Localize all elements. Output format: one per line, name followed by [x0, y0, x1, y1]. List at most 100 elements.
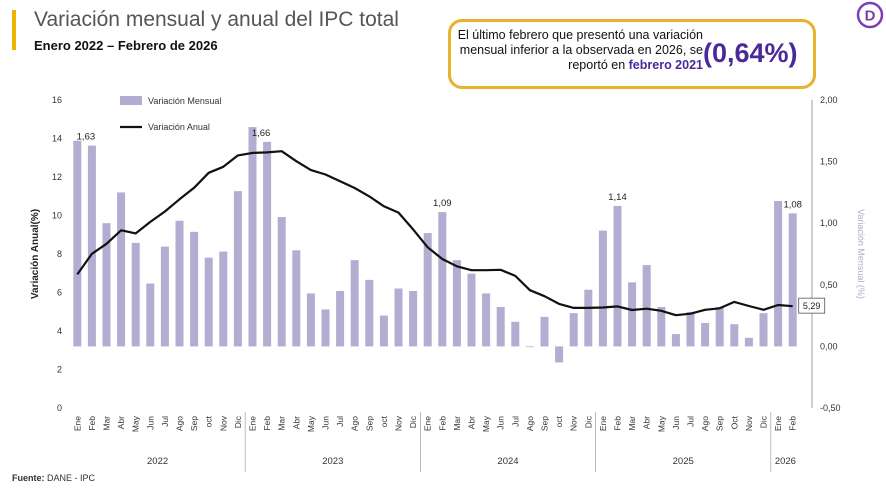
- x-tick-label: Ene: [773, 416, 783, 431]
- monthly-bar: [701, 322, 710, 347]
- monthly-bar: [511, 321, 520, 347]
- monthly-bar: [438, 212, 447, 347]
- monthly-bar: [365, 279, 374, 347]
- monthly-bar: [321, 309, 330, 347]
- monthly-bar: [482, 293, 491, 347]
- logo-letter: D: [865, 8, 876, 25]
- x-year-label: 2026: [775, 456, 796, 467]
- x-tick-label: Ene: [248, 416, 258, 431]
- y-left-tick-label: 16: [52, 95, 62, 105]
- y-left-tick-label: 4: [57, 326, 62, 336]
- monthly-bar: [467, 273, 476, 347]
- chart-title: Variación mensual y anual del IPC total: [34, 8, 399, 31]
- y-left-tick-label: 0: [57, 403, 62, 413]
- monthly-bar: [87, 145, 96, 347]
- monthly-bar: [190, 231, 199, 347]
- x-tick-label: Ago: [525, 416, 535, 431]
- x-tick-label: May: [656, 415, 666, 432]
- monthly-bar: [686, 311, 695, 347]
- monthly-bar: [613, 205, 622, 347]
- y-left-tick-label: 6: [57, 288, 62, 298]
- x-tick-label: Feb: [788, 416, 798, 431]
- callout-text-body: El último febrero que presentó una varia…: [457, 28, 703, 72]
- monthly-bar: [759, 313, 768, 347]
- x-tick-label: Oct: [729, 415, 739, 429]
- x-tick-label: Jul: [686, 416, 696, 427]
- x-tick-label: Feb: [613, 416, 623, 431]
- y-right-tick-label: -0,50: [820, 403, 841, 413]
- legend-label-annual: Variación Anual: [148, 122, 210, 132]
- monthly-bar: [642, 265, 651, 347]
- x-tick-label: Jun: [145, 416, 155, 430]
- monthly-bar: [379, 315, 388, 347]
- monthly-bar: [598, 230, 607, 347]
- monthly-bar: [452, 260, 461, 347]
- x-tick-label: Abr: [116, 416, 126, 429]
- monthly-bar: [73, 140, 82, 347]
- monthly-bar: [160, 246, 169, 347]
- monthly-bar: [131, 242, 140, 347]
- annual-last-label: 5,29: [803, 301, 821, 311]
- x-tick-label: Sep: [189, 416, 199, 431]
- source-text: DANE - IPC: [47, 473, 96, 483]
- bar-data-label: 1,09: [433, 198, 452, 209]
- x-tick-label: oct: [379, 415, 389, 427]
- monthly-bar: [525, 346, 534, 348]
- monthly-bar: [584, 289, 593, 347]
- x-tick-label: oct: [204, 415, 214, 427]
- monthly-bar: [306, 293, 315, 347]
- annual-last-label-box: [798, 297, 826, 314]
- monthly-bar: [350, 260, 359, 347]
- monthly-bar: [263, 141, 272, 347]
- x-tick-label: May: [306, 415, 316, 432]
- monthly-bar: [146, 283, 155, 347]
- x-tick-label: Ago: [175, 416, 185, 431]
- bar-data-label: 1,63: [77, 132, 96, 143]
- x-tick-label: Abr: [642, 416, 652, 429]
- monthly-bar: [715, 306, 724, 347]
- x-tick-label: Jul: [160, 416, 170, 427]
- monthly-bar: [744, 337, 753, 347]
- x-tick-label: Jun: [496, 416, 506, 430]
- x-tick-label: Jun: [321, 416, 331, 430]
- y-left-tick-label: 10: [52, 211, 62, 221]
- monthly-bar: [102, 223, 111, 347]
- y-left-tick-label: 12: [52, 172, 62, 182]
- monthly-bar: [394, 288, 403, 347]
- callout-highlight: febrero 2021: [628, 58, 703, 72]
- monthly-bar: [175, 220, 184, 347]
- monthly-bar: [248, 127, 257, 347]
- bar-data-label: 1,66: [252, 128, 271, 139]
- monthly-bar: [204, 257, 213, 347]
- x-year-label: 2023: [322, 456, 343, 467]
- chart-subtitle: Enero 2022 – Febrero de 2026: [34, 38, 218, 53]
- x-tick-label: Mar: [102, 416, 112, 431]
- callout-text: El último febrero que presentó una varia…: [457, 28, 703, 73]
- monthly-bar: [423, 233, 432, 347]
- callout-value: (0,64%): [703, 38, 798, 68]
- x-tick-label: Abr: [467, 416, 477, 429]
- x-tick-label: Sep: [364, 416, 374, 431]
- x-tick-label: Dic: [233, 415, 243, 428]
- x-tick-label: Jul: [335, 416, 345, 427]
- y-right-tick-label: 1,50: [820, 157, 838, 167]
- x-tick-label: Mar: [277, 416, 287, 431]
- monthly-bar: [336, 290, 345, 347]
- y-right-tick-label: 2,00: [820, 95, 838, 105]
- monthly-bar: [277, 217, 286, 347]
- x-tick-label: Nov: [744, 415, 754, 431]
- monthly-bar: [657, 306, 666, 347]
- monthly-bar: [774, 201, 783, 347]
- x-tick-label: Mar: [627, 416, 637, 431]
- x-tick-label: Nov: [569, 415, 579, 431]
- y-right-tick-label: 0,50: [820, 280, 838, 290]
- monthly-bar: [496, 306, 505, 347]
- x-tick-label: Feb: [87, 416, 97, 431]
- y-right-tick-label: 1,00: [820, 218, 838, 228]
- x-tick-label: Nov: [394, 415, 404, 431]
- dane-logo-icon: D: [856, 1, 884, 29]
- bar-data-label: 1,14: [608, 192, 627, 203]
- x-tick-label: Ene: [423, 416, 433, 431]
- x-tick-label: Jul: [510, 416, 520, 427]
